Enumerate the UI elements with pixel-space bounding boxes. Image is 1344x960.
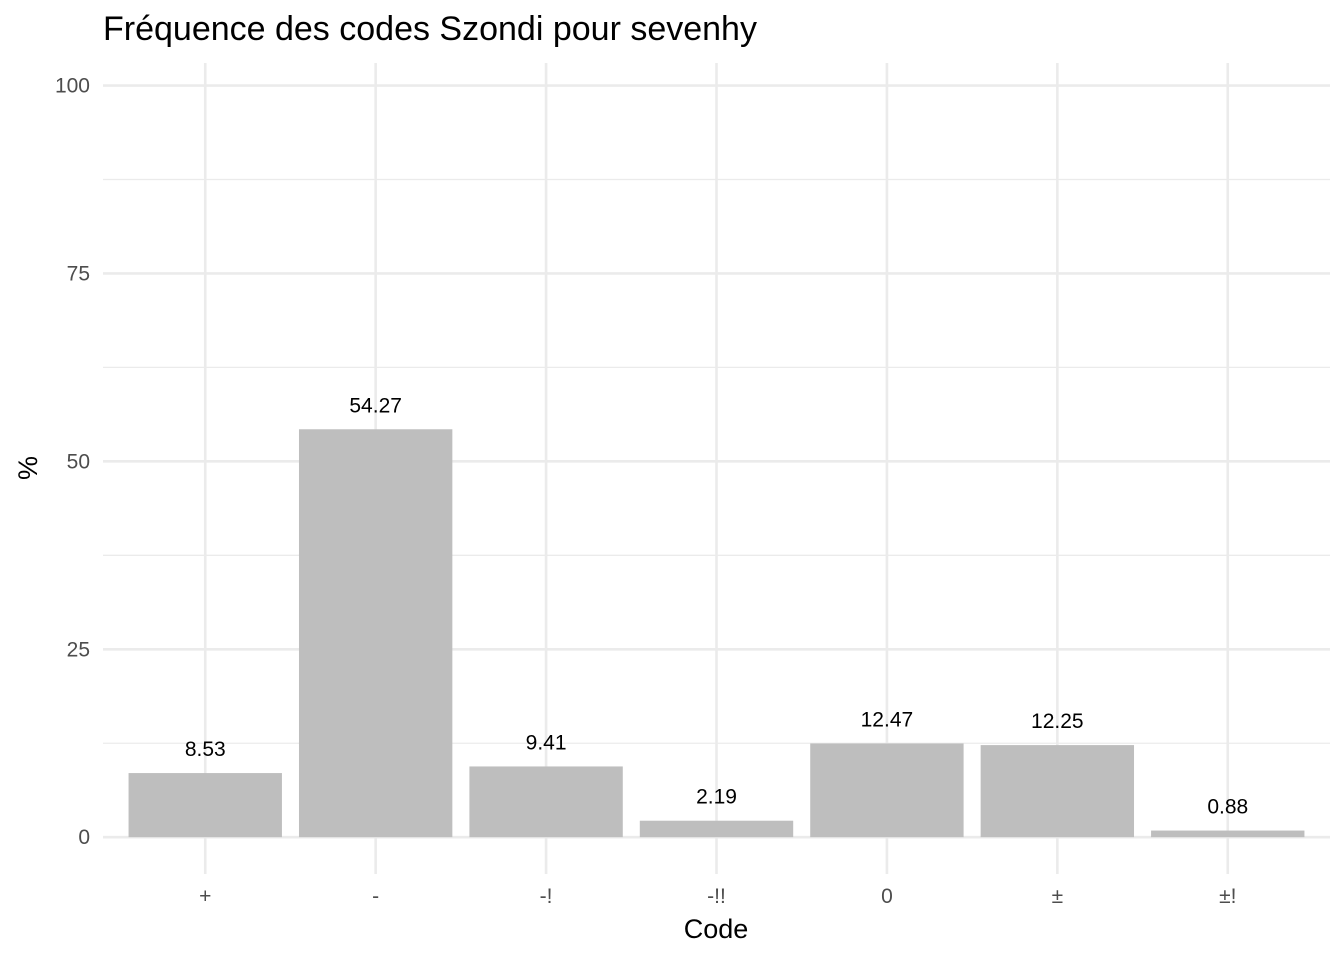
x-tick-label-3: -!! (707, 885, 726, 908)
bar-5 (980, 745, 1135, 838)
data-label-1: 54.27 (349, 394, 402, 417)
data-labels: 8.53 54.27 9.41 2.19 12.47 12.25 0.88 (185, 394, 1248, 818)
grid-lines (103, 63, 1330, 874)
x-tick-label-0: + (199, 885, 211, 908)
bar-4 (810, 743, 964, 838)
x-tick-label-2: -! (540, 885, 553, 908)
x-tick-label-1: - (372, 885, 379, 908)
x-tick-label-6: ±! (1219, 885, 1236, 908)
data-label-6: 0.88 (1207, 796, 1248, 819)
bar-0 (128, 773, 282, 838)
y-tick-label-3: 75 (67, 262, 90, 285)
data-label-5: 12.25 (1031, 710, 1084, 733)
bar-6 (1151, 830, 1305, 838)
data-label-4: 12.47 (861, 708, 914, 731)
bar-2 (469, 766, 623, 838)
bar-3 (639, 820, 794, 838)
data-label-2: 9.41 (526, 731, 567, 754)
bars (128, 429, 1305, 838)
data-label-3: 2.19 (696, 786, 737, 809)
y-axis-ticks: 0 25 50 75 100 (55, 75, 90, 850)
x-tick-label-5: ± (1052, 885, 1064, 908)
y-tick-label-1: 25 (67, 638, 90, 661)
y-tick-label-2: 50 (67, 450, 90, 473)
y-tick-label-0: 0 (78, 826, 90, 849)
bar-1 (298, 429, 453, 838)
x-axis-ticks: + - -! -!! 0 ± ±! (199, 885, 1236, 908)
y-tick-label-4: 100 (55, 75, 90, 98)
chart-title: Fréquence des codes Szondi pour sevenhy (103, 10, 757, 48)
x-axis-title: Code (684, 914, 749, 944)
x-tick-label-4: 0 (881, 885, 893, 908)
data-label-0: 8.53 (185, 738, 226, 761)
y-axis-title: % (13, 456, 43, 480)
